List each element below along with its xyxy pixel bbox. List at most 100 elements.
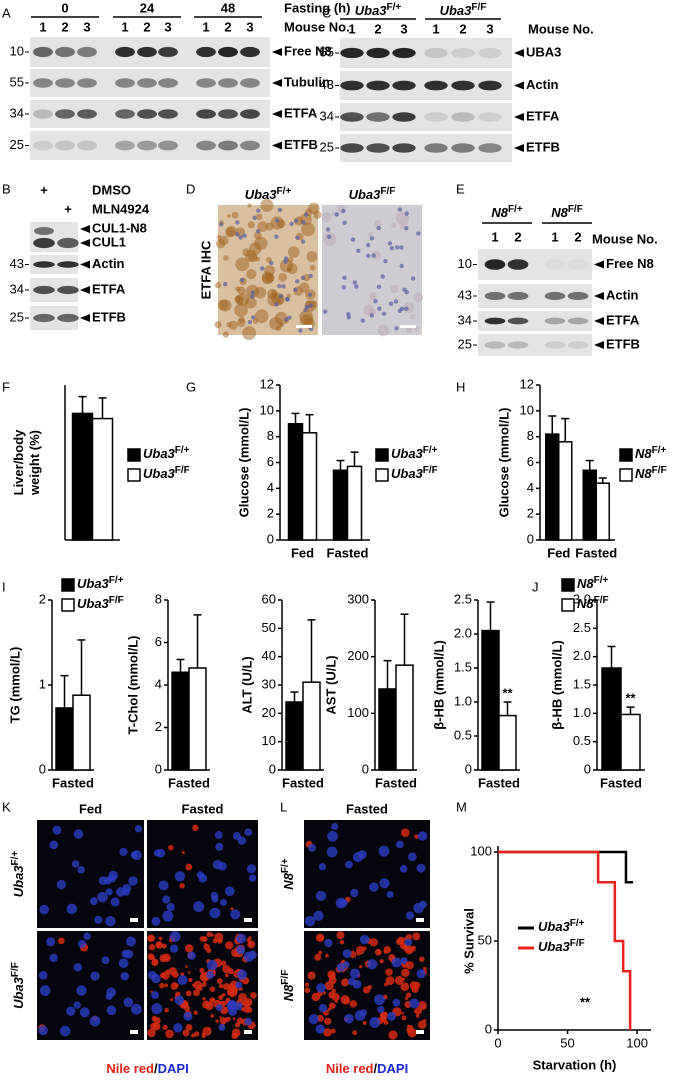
lipid-droplet	[160, 972, 167, 979]
lipid-droplet	[385, 976, 395, 986]
scale-bar	[416, 1030, 424, 1034]
blot-band	[115, 46, 135, 58]
legend-swatch	[127, 448, 141, 462]
text-part: N8	[635, 466, 652, 481]
lipid-droplet	[405, 961, 414, 970]
stain	[242, 326, 257, 341]
lipid-droplet	[225, 941, 234, 950]
stain	[248, 253, 258, 263]
legend-label: Uba3F/+	[143, 445, 190, 462]
nucleus	[313, 910, 324, 921]
stain	[260, 198, 274, 212]
nucleus	[101, 956, 110, 965]
stain	[409, 313, 416, 320]
nucleus	[105, 915, 116, 927]
y-tick-label: 8	[155, 591, 162, 606]
nucleus	[125, 936, 136, 947]
legend-label: N8F/+	[635, 445, 667, 462]
nucleus	[73, 829, 84, 839]
nucleus	[342, 949, 352, 958]
blot-band	[55, 46, 75, 58]
genotype: Uba3F/+	[355, 2, 402, 19]
nucleus	[379, 878, 390, 889]
blot-band	[57, 237, 79, 249]
text-part: F/F	[380, 186, 395, 197]
lipid-droplet	[349, 1000, 358, 1008]
x-tick-label: Fed	[547, 545, 570, 560]
nucleus	[416, 969, 426, 979]
lipid-droplet	[222, 983, 230, 990]
lipid-droplet	[215, 1019, 219, 1023]
nucleus	[316, 983, 326, 993]
lipid-droplet	[185, 863, 193, 871]
y-tick-label: 40	[262, 648, 276, 663]
lipid-droplet	[203, 943, 210, 951]
bar	[71, 412, 94, 541]
nucleus	[371, 253, 376, 258]
y-tick-label: 4	[527, 480, 534, 495]
bar	[582, 469, 597, 541]
blot-band	[567, 317, 589, 325]
band-label: ETFB	[92, 309, 126, 324]
panel-letter: K	[2, 799, 11, 814]
lipid-droplet	[394, 975, 404, 985]
nucleus	[365, 242, 371, 248]
text-part: F/+	[10, 851, 21, 866]
y-tick-label: 0	[155, 761, 162, 776]
panel-letter: A	[2, 5, 11, 20]
nucleus	[110, 897, 120, 907]
nucleus	[283, 317, 289, 322]
blot-band	[33, 285, 55, 295]
blot-band	[33, 78, 53, 88]
legend-label: N8F/F	[635, 465, 667, 482]
blot-band	[567, 341, 589, 349]
lipid-droplet	[165, 1029, 174, 1039]
stain-label: Nile red/DAPI	[326, 1061, 408, 1076]
lipid-droplet	[220, 960, 227, 966]
nucleus	[193, 901, 205, 913]
x-tick-label: Fasted	[168, 775, 210, 790]
lipid-droplet	[358, 964, 363, 969]
column-label: Fed	[79, 801, 102, 816]
text-part: F/+	[570, 918, 585, 929]
lipid-droplet	[187, 971, 191, 974]
nucleus	[389, 246, 395, 251]
y-tick-label: 2.5	[454, 591, 472, 606]
nucleus	[90, 971, 100, 981]
nucleus	[366, 253, 371, 259]
nucleus	[162, 910, 174, 922]
blot-band	[424, 112, 448, 122]
blot-band	[77, 46, 97, 58]
y-tick-label: 12	[260, 376, 274, 391]
stain	[302, 273, 311, 282]
text-part: Uba3	[143, 446, 176, 461]
y-tick-label: 1.5	[573, 676, 591, 691]
text-part: F/F	[109, 595, 124, 606]
lipid-droplet	[185, 1024, 193, 1031]
text-part: F/F	[423, 465, 438, 476]
nucleus	[89, 897, 98, 905]
nucleus	[308, 1014, 319, 1025]
nucleus	[249, 294, 255, 299]
text-part: F/+	[508, 204, 523, 215]
legend-swatch	[561, 578, 575, 592]
arrow	[80, 225, 90, 233]
text-part: Uba3	[11, 865, 26, 898]
lipid-droplet	[209, 986, 216, 992]
y-tick-label: 0.5	[573, 733, 591, 748]
lipid-droplet	[227, 1017, 231, 1021]
lipid-droplet	[180, 972, 185, 977]
lipid-droplet	[201, 1034, 206, 1039]
blot-band	[424, 143, 448, 153]
legend-swatch	[375, 448, 389, 462]
mouse-number: 3	[486, 21, 493, 36]
arrow	[272, 110, 282, 118]
mw-marker: 34	[458, 312, 472, 327]
nucleus	[315, 890, 327, 901]
mouse-number: 3	[400, 21, 407, 36]
stain	[391, 222, 397, 228]
nucleus	[387, 1012, 396, 1021]
nucleus	[336, 963, 346, 972]
lipid-droplet	[422, 1005, 427, 1010]
text-part: N8	[635, 446, 652, 461]
